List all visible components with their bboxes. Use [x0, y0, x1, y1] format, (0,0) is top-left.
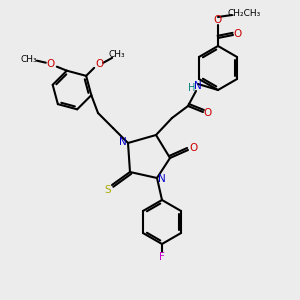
Text: CH₃: CH₃	[109, 50, 125, 59]
Text: F: F	[159, 252, 165, 262]
Text: N: N	[194, 81, 202, 91]
Text: O: O	[189, 143, 197, 153]
Text: O: O	[204, 108, 212, 118]
Text: N: N	[119, 137, 127, 147]
Text: O: O	[95, 59, 103, 69]
Text: H: H	[188, 83, 196, 93]
Text: O: O	[213, 15, 221, 25]
Text: S: S	[105, 185, 111, 195]
Text: CH₃: CH₃	[20, 55, 37, 64]
Text: O: O	[47, 59, 55, 69]
Text: CH₂CH₃: CH₂CH₃	[227, 8, 261, 17]
Text: O: O	[234, 29, 242, 39]
Text: N: N	[158, 174, 166, 184]
